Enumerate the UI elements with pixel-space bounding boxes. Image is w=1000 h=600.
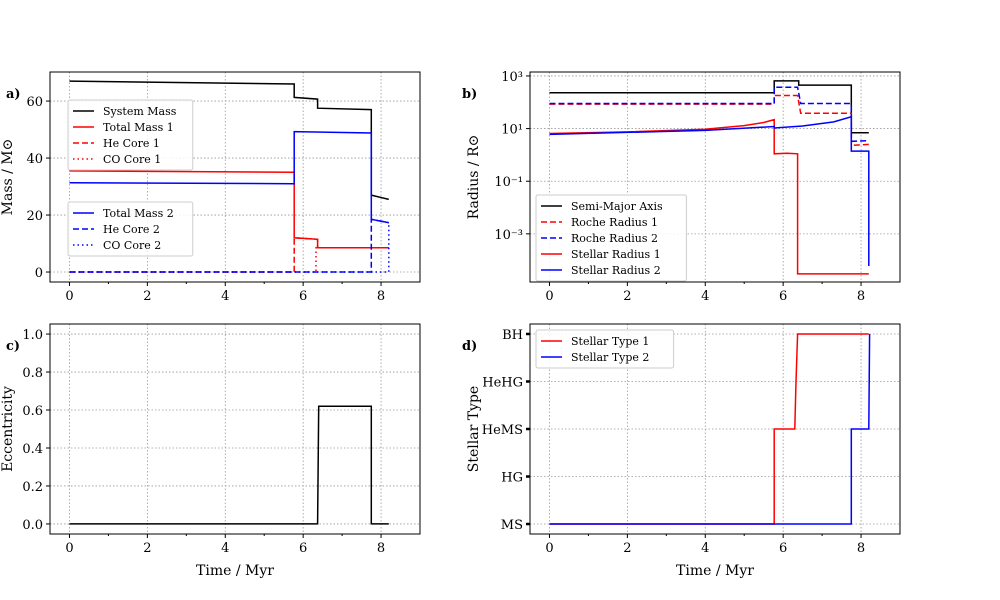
x-tick-label: 0 (65, 541, 73, 556)
x-tick-label: 8 (857, 289, 865, 304)
y-tick-label: 60 (26, 95, 43, 110)
series-total-mass-2 (69, 130, 389, 224)
series-stellar-radius-1 (549, 118, 869, 275)
y-tick-label: 0.8 (22, 366, 43, 381)
x-tick-label: 2 (623, 541, 631, 556)
axes-frame (529, 71, 901, 283)
y-tick-label: HeHG (482, 375, 523, 390)
y-tick-label: 10¹ (501, 123, 523, 138)
panel-b: 0 2 4 6 8 10³ 10¹ 10⁻¹ 10⁻³ b) Radius / R⊙ Semi-Maj… (462, 70, 901, 304)
x-tick-label: 2 (623, 289, 631, 304)
y-tick-label: 10⁻¹ (494, 175, 523, 190)
series-he-core-2 (69, 218, 389, 273)
y-tick-label: 0.6 (22, 404, 43, 419)
axes-frame (529, 323, 901, 535)
legend-label: Stellar Radius 2 (571, 264, 661, 277)
y-axis-label: Stellar Type (466, 386, 482, 472)
series-co-core-2 (69, 222, 390, 273)
legend-label: Roche Radius 1 (571, 216, 658, 229)
x-tick-label: 0 (545, 289, 553, 304)
legend-label: He Core 2 (103, 223, 160, 236)
x-tick-label: 4 (701, 541, 709, 556)
x-tick-label: 4 (221, 541, 229, 556)
panel-label: b) (462, 87, 477, 102)
axes-frame (49, 71, 421, 283)
legend-label: CO Core 1 (103, 153, 161, 166)
panel-label: d) (462, 339, 477, 354)
panel-label: a) (6, 87, 21, 102)
panel-d: 0 2 4 6 8 MS HG HeMS HeHG BH d) Stellar Type Time / … (462, 323, 901, 579)
legend: Stellar Type 1 Stellar Type 2 (535, 329, 675, 369)
series-semi-major-axis (549, 80, 869, 134)
legend-label: Total Mass 1 (103, 121, 174, 134)
legend-label: Semi-Major Axis (571, 200, 663, 213)
series-co-core-1 (69, 247, 389, 273)
legend-box (67, 201, 194, 257)
legend-label: Roche Radius 2 (571, 232, 658, 245)
series-stellar-type-2 (549, 333, 871, 525)
legend: Total Mass 2 He Core 2 CO Core 2 (67, 201, 194, 257)
x-tick-label: 8 (377, 289, 385, 304)
legend-label: System Mass (103, 105, 177, 118)
y-tick-label: 40 (26, 152, 43, 167)
y-tick-label: 10⁻³ (494, 228, 523, 243)
x-axis-label: Time / Myr (196, 563, 274, 579)
axes-frame (49, 323, 421, 535)
y-tick-label: HG (501, 471, 523, 486)
legend-label: Stellar Type 2 (571, 351, 649, 364)
x-tick-label: 6 (299, 289, 307, 304)
legend-label: Stellar Radius 1 (571, 248, 661, 261)
panel-c: 0 2 4 6 8 0.0 0.2 0.4 0.6 0.8 1.0c) Eccentricity Tim… (0, 323, 421, 579)
panel-a: 0 2 4 6 8 0 20 40 60 a) Mass / M⊙ System Mass Total … (0, 71, 421, 304)
legend: System Mass Total Mass 1 He Core 1 CO Core … (67, 99, 194, 171)
y-tick-label: 0.2 (22, 480, 43, 495)
series-eccentricity (69, 405, 389, 525)
x-tick-label: 0 (65, 289, 73, 304)
y-axis-label: Eccentricity (0, 386, 16, 472)
y-tick-label: MS (501, 518, 523, 533)
legend-label: Total Mass 2 (103, 207, 174, 220)
legend-box (67, 99, 194, 171)
x-tick-label: 6 (779, 289, 787, 304)
y-axis-label: Radius / R⊙ (466, 135, 482, 220)
y-tick-label: BH (502, 328, 523, 343)
x-tick-label: 4 (701, 289, 709, 304)
y-tick-label: 10³ (501, 70, 523, 85)
y-tick-label: HeMS (482, 423, 523, 438)
series-stellar-radius-2 (549, 115, 870, 266)
x-tick-label: 0 (545, 541, 553, 556)
x-tick-label: 2 (143, 541, 151, 556)
y-axis-label: Mass / M⊙ (0, 139, 16, 216)
legend-box (535, 329, 675, 369)
y-tick-label: 0 (35, 266, 43, 281)
panel-label: c) (6, 339, 20, 354)
x-tick-label: 2 (143, 289, 151, 304)
y-tick-label: 0.4 (22, 442, 43, 457)
x-tick-label: 8 (377, 541, 385, 556)
x-tick-label: 8 (857, 541, 865, 556)
legend: Semi-Major Axis Roche Radius 1 Roche Radiu… (535, 194, 687, 282)
x-axis-label: Time / Myr (676, 563, 754, 579)
x-tick-label: 6 (779, 541, 787, 556)
y-tick-label: 0.0 (22, 518, 43, 533)
legend-box (535, 194, 687, 282)
legend-label: Stellar Type 1 (571, 335, 649, 348)
x-tick-label: 6 (299, 541, 307, 556)
x-tick-label: 4 (221, 289, 229, 304)
y-tick-label: 1.0 (22, 328, 43, 343)
legend-label: He Core 1 (103, 137, 160, 150)
y-tick-label: 20 (26, 209, 43, 224)
legend-label: CO Core 2 (103, 239, 161, 252)
